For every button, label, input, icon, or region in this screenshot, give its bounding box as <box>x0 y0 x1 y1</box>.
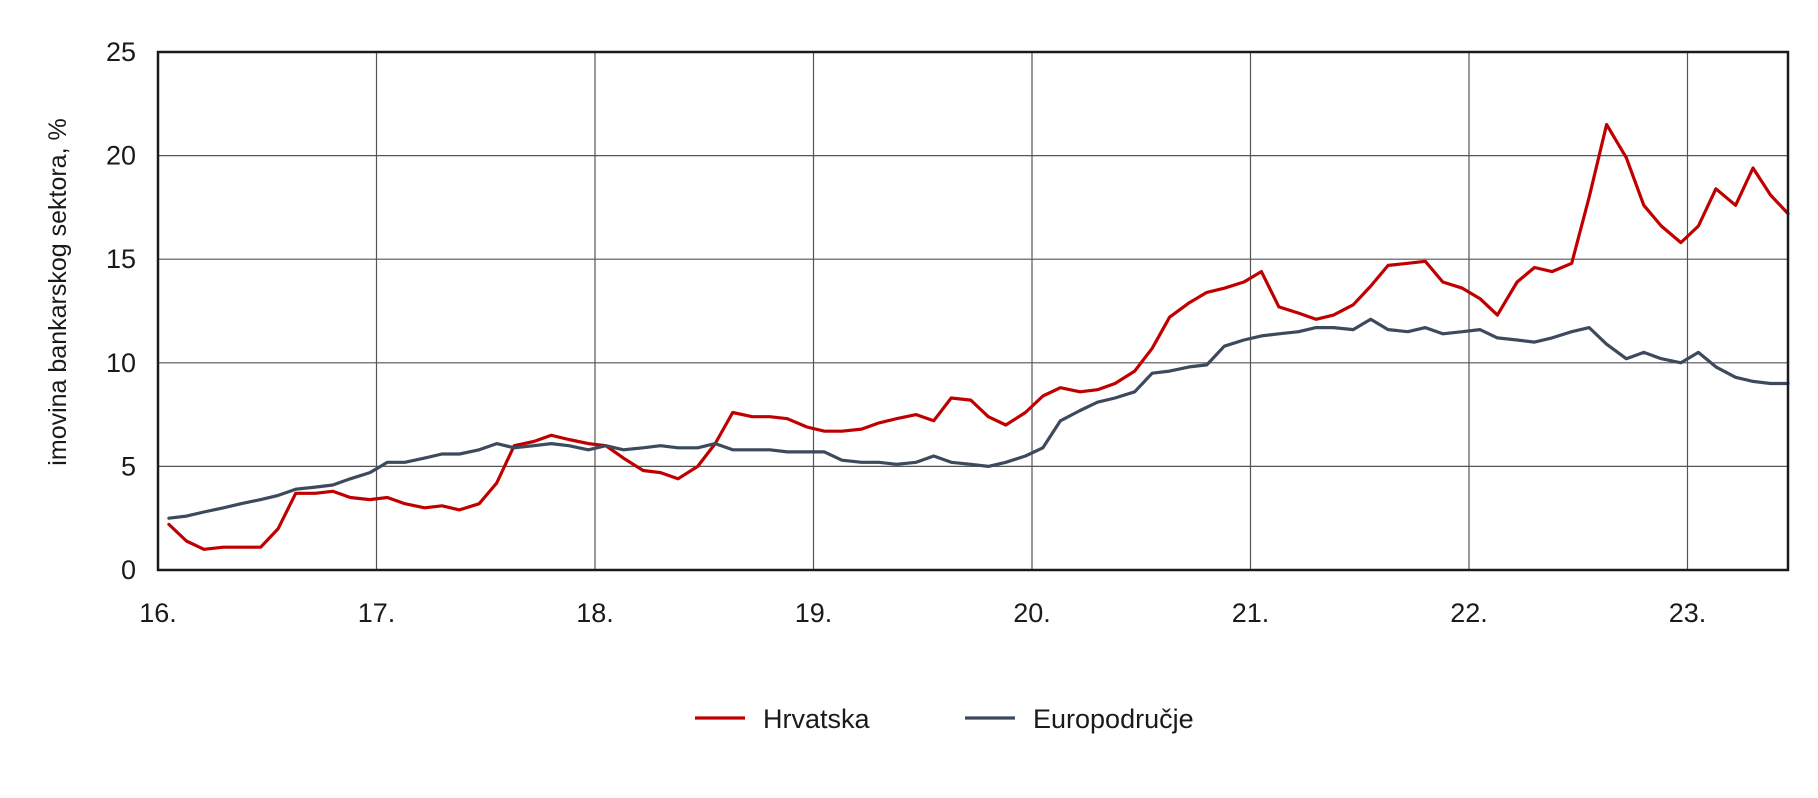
series-lines <box>167 122 1790 551</box>
x-axis-ticks: 16. 17. 18. 19. 20. 21. 22. 23. <box>139 598 1706 628</box>
legend-label-0: Hrvatska <box>763 704 871 734</box>
x-tick-label: 18. <box>576 598 614 628</box>
y-axis-ticks: 0 5 10 15 20 25 <box>106 37 136 585</box>
gridlines <box>158 52 1788 570</box>
plot-area-border <box>156 50 1790 572</box>
series-line-0 <box>167 122 1790 551</box>
x-tick-label: 20. <box>1013 598 1051 628</box>
legend: Hrvatska Europodručje <box>695 704 1194 734</box>
y-tick-label: 25 <box>106 37 136 67</box>
legend-label-1: Europodručje <box>1033 704 1194 734</box>
y-axis-label: imovina bankarskog sektora, % <box>44 118 72 465</box>
x-tick-label: 19. <box>795 598 833 628</box>
x-tick-label: 17. <box>358 598 396 628</box>
y-tick-label: 0 <box>121 555 136 585</box>
y-tick-label: 20 <box>106 141 136 171</box>
series-line-1 <box>167 317 1790 520</box>
x-tick-label: 22. <box>1450 598 1488 628</box>
x-tick-label: 21. <box>1232 598 1270 628</box>
x-tick-label: 23. <box>1669 598 1707 628</box>
y-tick-label: 15 <box>106 244 136 274</box>
y-tick-label: 5 <box>121 451 136 481</box>
y-tick-label: 10 <box>106 348 136 378</box>
x-tick-label: 16. <box>139 598 177 628</box>
